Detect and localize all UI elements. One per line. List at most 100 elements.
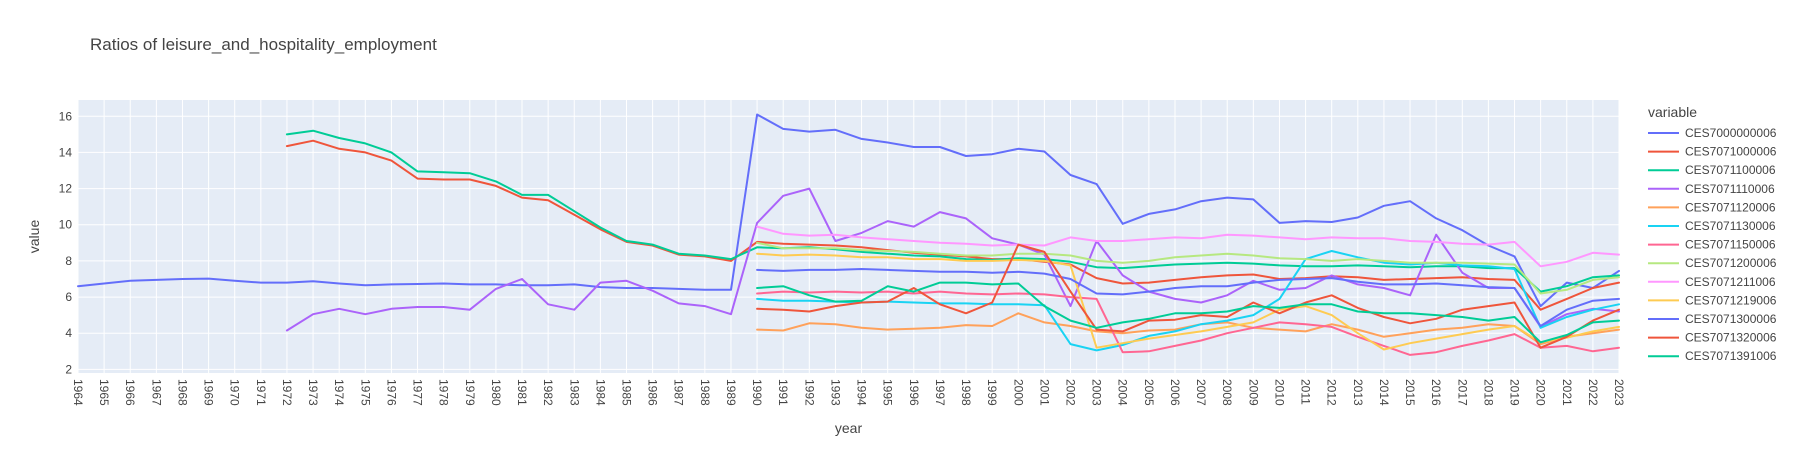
x-tick-label: 2006 <box>1168 379 1182 406</box>
legend-label: CES7071320006 <box>1685 331 1777 345</box>
x-axis-ticks: 1964 1965 1966 1967 1968 1969 1970 1971 1972 1973… <box>71 379 1626 406</box>
y-tick-label: 8 <box>65 254 72 268</box>
x-tick-label: 1995 <box>881 379 895 406</box>
x-tick-label: 2005 <box>1142 379 1156 406</box>
legend-item[interactable]: CES7071211006 <box>1648 275 1776 289</box>
x-tick-label: 1984 <box>593 379 607 406</box>
legend-item[interactable]: CES7071110006 <box>1648 182 1775 196</box>
legend[interactable]: variable CES7000000006 CES7071000006 CES70… <box>1648 104 1777 363</box>
y-tick-label: 4 <box>65 326 72 340</box>
x-tick-label: 2022 <box>1586 379 1600 406</box>
y-tick-label: 2 <box>65 362 72 376</box>
x-tick-label: 1985 <box>619 379 633 406</box>
series-line-ces7071320006 <box>756 243 1620 349</box>
series-line-ces7071391006 <box>756 281 1620 344</box>
x-tick-label: 1976 <box>384 379 398 406</box>
x-tick-label: 1994 <box>855 379 869 406</box>
series-line-ces7071300006 <box>756 268 1620 327</box>
series-line-ces7071110006 <box>285 187 1620 332</box>
x-tick-label: 1986 <box>646 379 660 406</box>
series-line-ces7000000006 <box>77 113 1620 308</box>
legend-item[interactable]: CES7071320006 <box>1648 331 1777 345</box>
x-tick-label: 1989 <box>724 379 738 406</box>
x-tick-label: 2013 <box>1351 379 1365 406</box>
legend-label: CES7071211006 <box>1685 275 1776 289</box>
x-tick-label: 2019 <box>1508 379 1522 406</box>
y-tick-label: 6 <box>65 290 72 304</box>
x-tick-label: 1968 <box>175 379 189 406</box>
x-tick-label: 2010 <box>1272 379 1286 406</box>
legend-item[interactable]: CES7071200006 <box>1648 256 1777 270</box>
grid <box>77 100 1620 373</box>
series-line-ces7071211006 <box>756 225 1620 268</box>
legend-item[interactable]: CES7071391006 <box>1648 349 1777 363</box>
x-tick-label: 1980 <box>489 379 503 406</box>
x-tick-label: 1996 <box>907 379 921 406</box>
x-tick-label: 2001 <box>1037 379 1051 406</box>
x-tick-label: 1964 <box>71 379 85 406</box>
x-tick-label: 1988 <box>698 379 712 406</box>
legend-label: CES7071100006 <box>1685 163 1776 177</box>
x-tick-label: 2015 <box>1403 379 1417 406</box>
y-tick-label: 10 <box>59 218 73 232</box>
x-tick-label: 1979 <box>463 379 477 406</box>
series-line-ces7071200006 <box>756 241 1620 295</box>
x-tick-label: 2017 <box>1455 379 1469 406</box>
legend-item[interactable]: CES7000000006 <box>1648 126 1777 140</box>
x-tick-label: 2011 <box>1299 379 1313 405</box>
x-tick-label: 1973 <box>306 379 320 406</box>
x-tick-label: 2018 <box>1481 379 1495 406</box>
y-tick-label: 12 <box>59 182 73 196</box>
x-tick-label: 1990 <box>750 379 764 406</box>
x-tick-label: 1999 <box>985 379 999 406</box>
legend-item[interactable]: CES7071300006 <box>1648 312 1777 326</box>
x-tick-label: 1981 <box>515 379 529 406</box>
x-tick-label: 1998 <box>959 379 973 406</box>
y-axis-label: value <box>26 220 42 254</box>
x-tick-label: 1966 <box>123 379 137 406</box>
x-tick-label: 2007 <box>1194 379 1208 406</box>
legend-label: CES7071130006 <box>1685 219 1776 233</box>
x-tick-label: 2008 <box>1220 379 1234 406</box>
x-tick-label: 1972 <box>280 379 294 406</box>
x-tick-label: 2000 <box>1011 379 1025 406</box>
y-tick-label: 14 <box>59 145 73 159</box>
x-tick-label: 1993 <box>828 379 842 406</box>
series-layer <box>77 113 1620 356</box>
legend-label: CES7071391006 <box>1685 349 1777 363</box>
series-line-ces7071100006 <box>285 129 1620 293</box>
x-tick-label: 2012 <box>1325 379 1339 406</box>
x-tick-label: 1987 <box>672 379 686 406</box>
legend-label: CES7071120006 <box>1685 200 1776 214</box>
y-axis-ticks: 2 4 6 8 10 12 14 16 <box>59 109 73 376</box>
x-tick-label: 1982 <box>541 379 555 406</box>
series-line-ces7071130006 <box>756 250 1620 352</box>
legend-item[interactable]: CES7071120006 <box>1648 200 1776 214</box>
x-tick-label: 1975 <box>358 379 372 406</box>
y-tick-label: 16 <box>59 109 73 123</box>
legend-label: CES7071200006 <box>1685 256 1777 270</box>
x-tick-label: 2004 <box>1116 379 1130 406</box>
x-tick-label: 1969 <box>202 379 216 406</box>
x-tick-label: 1983 <box>567 379 581 406</box>
legend-label: CES7071150006 <box>1685 238 1776 252</box>
x-axis-label: year <box>835 420 863 436</box>
x-tick-label: 1977 <box>411 379 425 406</box>
legend-label: CES7071110006 <box>1685 182 1775 196</box>
legend-item[interactable]: CES7071000006 <box>1648 145 1777 159</box>
x-tick-label: 2009 <box>1246 379 1260 406</box>
legend-item[interactable]: CES7071150006 <box>1648 238 1776 252</box>
legend-label: CES7000000006 <box>1685 126 1777 140</box>
legend-label: CES7071300006 <box>1685 312 1777 326</box>
x-tick-label: 2021 <box>1560 379 1574 406</box>
x-tick-label: 2023 <box>1612 379 1626 406</box>
legend-item[interactable]: CES7071100006 <box>1648 163 1776 177</box>
legend-label: CES7071219006 <box>1685 293 1777 307</box>
x-tick-label: 1991 <box>776 379 790 406</box>
x-tick-label: 1965 <box>97 379 111 406</box>
x-tick-label: 1971 <box>254 379 268 406</box>
legend-item[interactable]: CES7071219006 <box>1648 293 1777 307</box>
x-tick-label: 2002 <box>1064 379 1078 406</box>
legend-title: variable <box>1648 104 1697 120</box>
legend-item[interactable]: CES7071130006 <box>1648 219 1776 233</box>
